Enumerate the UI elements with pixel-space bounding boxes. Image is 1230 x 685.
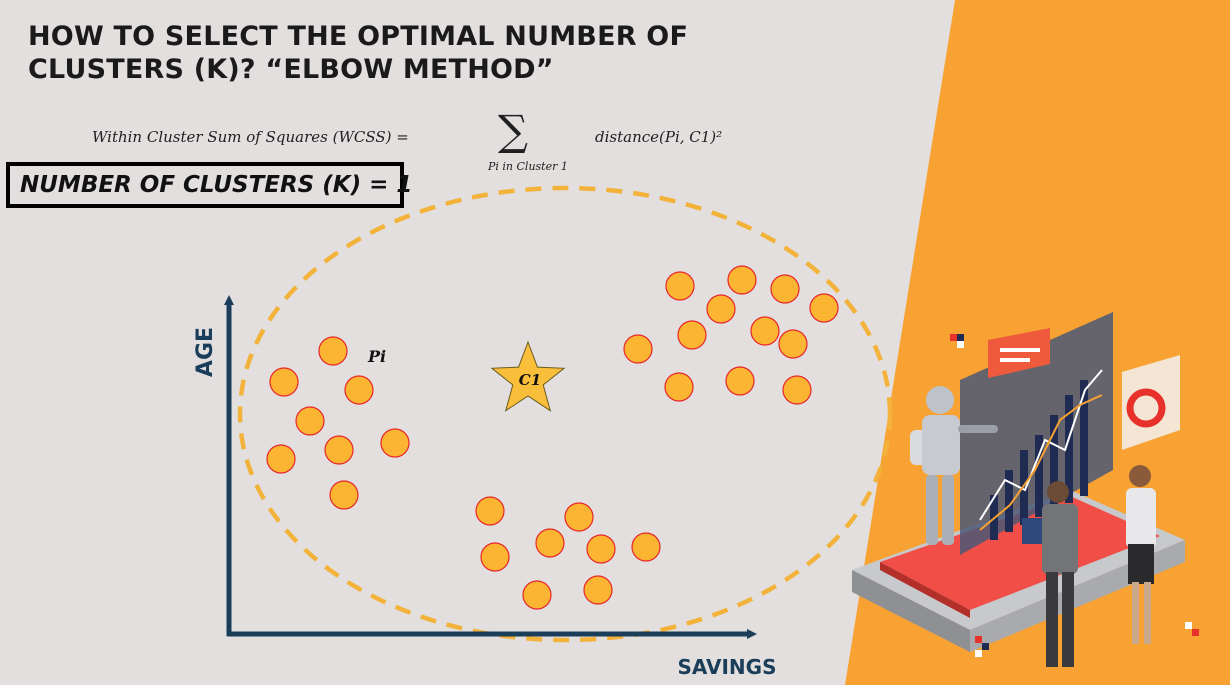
y-axis-label: AGE [193, 327, 218, 377]
data-point [266, 444, 296, 474]
data-point [269, 367, 299, 397]
centroid-label: C1 [519, 371, 541, 389]
data-point [809, 293, 839, 323]
point-label: Pi [367, 347, 386, 366]
data-point [380, 428, 410, 458]
data-point [324, 435, 354, 465]
data-point [623, 334, 653, 364]
data-point [664, 372, 694, 402]
wcss-formula: Within Cluster Sum of Squares (WCSS) = ∑… [92, 106, 792, 182]
data-point [725, 366, 755, 396]
title-line-1: HOW TO SELECT THE OPTIMAL NUMBER OF [28, 21, 689, 52]
data-point [295, 406, 325, 436]
x-axis-label: SAVINGS [677, 655, 776, 679]
data-point [480, 542, 510, 572]
data-point [778, 329, 808, 359]
data-point [329, 480, 359, 510]
data-point [727, 265, 757, 295]
data-point [475, 496, 505, 526]
data-point [564, 502, 594, 532]
centroid-star [490, 340, 566, 412]
data-point [665, 271, 695, 301]
formula-rhs: distance(Pi, C1)² [595, 128, 723, 146]
data-point [583, 575, 613, 605]
data-point [677, 320, 707, 350]
data-point [706, 294, 736, 324]
data-point [522, 580, 552, 610]
data-point [586, 534, 616, 564]
data-point [344, 375, 374, 405]
formula-lhs: Within Cluster Sum of Squares (WCSS) = [92, 128, 409, 146]
title-line-2: CLUSTERS (K)? “ELBOW METHOD” [28, 54, 554, 85]
data-point [318, 336, 348, 366]
ai-analytics-illustration [852, 312, 1199, 667]
summation-subscript: Pi in Cluster 1 [488, 160, 568, 173]
data-point [631, 532, 661, 562]
data-points [266, 265, 839, 610]
number-of-clusters-label: NUMBER OF CLUSTERS (K) = 1 [6, 162, 412, 208]
data-point [770, 274, 800, 304]
data-point [782, 375, 812, 405]
data-point [750, 316, 780, 346]
slide-title: HOW TO SELECT THE OPTIMAL NUMBER OF CLUS… [28, 20, 788, 86]
summation-symbol: ∑ [498, 106, 528, 155]
cluster-ellipse [237, 185, 893, 643]
data-point [535, 528, 565, 558]
